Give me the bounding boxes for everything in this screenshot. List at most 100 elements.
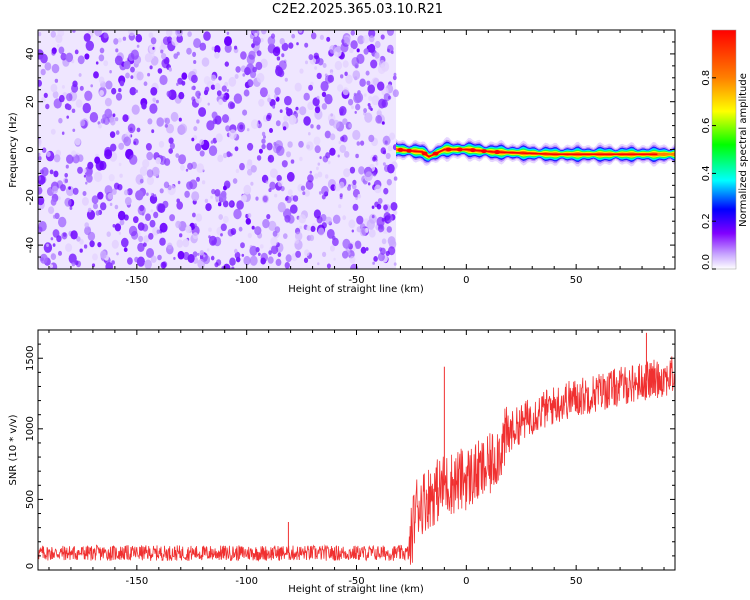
noise-blob (348, 123, 353, 129)
noise-blob (387, 145, 393, 152)
noise-blob (161, 53, 167, 60)
noise-blob (66, 185, 75, 197)
noise-blob (383, 204, 388, 211)
noise-blob (143, 235, 150, 243)
noise-blob (163, 181, 170, 189)
noise-blob (233, 208, 242, 220)
noise-blob (196, 119, 200, 124)
noise-blob (382, 135, 391, 146)
noise-blob (126, 257, 133, 265)
noise-blob (189, 179, 198, 190)
noise-blob (298, 140, 304, 148)
noise-blob (340, 74, 344, 79)
noise-blob (129, 87, 137, 96)
signal-peak (406, 148, 413, 153)
noise-blob (321, 194, 326, 200)
noise-blob (234, 45, 238, 50)
noise-blob (72, 30, 76, 33)
noise-blob (281, 53, 285, 58)
noise-blob (236, 200, 244, 210)
noise-blob (262, 218, 270, 229)
noise-blob (279, 109, 283, 113)
noise-blob (310, 124, 314, 129)
noise-blob (367, 182, 371, 186)
noise-blob (116, 252, 119, 256)
colorbar-gradient (712, 30, 736, 269)
noise-blob (93, 71, 99, 79)
noise-blob (191, 96, 196, 102)
noise-blob (348, 219, 356, 229)
noise-blob (97, 242, 102, 248)
noise-blob (269, 181, 276, 190)
noise-blob (317, 262, 320, 266)
noise-blob (381, 99, 388, 108)
noise-blob (242, 73, 246, 77)
noise-blob (123, 189, 129, 196)
noise-blob (322, 251, 327, 257)
noise-blob (376, 216, 385, 227)
noise-blob (306, 141, 314, 151)
noise-blob (298, 30, 303, 33)
noise-blob (129, 154, 138, 165)
noise-blob (164, 124, 168, 128)
noise-blob (326, 263, 331, 269)
colorbar-tick-label: 0.4 (701, 165, 712, 181)
noise-blob (127, 30, 136, 37)
noise-blob (74, 49, 79, 55)
noise-blob (118, 231, 122, 235)
noise-blob (327, 160, 331, 165)
noise-blob (93, 171, 103, 183)
noise-blob (316, 95, 320, 100)
noise-blob (84, 222, 89, 229)
noise-blob (66, 104, 72, 111)
noise-blob (247, 169, 253, 176)
noise-blob (239, 162, 245, 171)
noise-blob (357, 35, 365, 45)
noise-blob (52, 243, 56, 247)
noise-blob (351, 105, 354, 110)
noise-blob (136, 256, 145, 267)
noise-blob (187, 254, 195, 263)
noise-blob (50, 264, 53, 268)
noise-blob (235, 66, 241, 73)
noise-blob (178, 91, 185, 100)
noise-blob (313, 52, 319, 60)
noise-blob (388, 95, 392, 100)
noise-blob (357, 194, 362, 199)
noise-blob (363, 48, 369, 55)
snr-xlabel: Height of straight line (km) (288, 584, 424, 595)
noise-blob (56, 235, 62, 243)
noise-blob (255, 61, 263, 71)
noise-blob (387, 48, 390, 53)
noise-blob (134, 256, 139, 263)
noise-blob (355, 103, 361, 111)
noise-blob (317, 162, 321, 166)
noise-blob (141, 212, 145, 216)
noise-blob (378, 108, 381, 112)
noise-blob (274, 193, 278, 198)
noise-blob (131, 104, 140, 115)
noise-blob (99, 90, 104, 96)
noise-blob (375, 115, 383, 124)
noise-blob (275, 258, 282, 266)
noise-blob (308, 132, 311, 136)
noise-blob (112, 224, 116, 228)
noise-blob (377, 81, 385, 91)
signal-peak (445, 147, 452, 152)
noise-blob (349, 166, 356, 174)
noise-blob (276, 56, 281, 61)
noise-blob (91, 195, 99, 204)
noise-blob (373, 154, 378, 161)
noise-blob (329, 45, 337, 54)
noise-blob (83, 168, 87, 174)
noise-blob (156, 203, 164, 213)
noise-blob (363, 108, 367, 113)
noise-blob (260, 244, 264, 249)
noise-blob (224, 43, 232, 53)
noise-blob (176, 198, 180, 203)
noise-blob (58, 94, 65, 103)
noise-blob (372, 171, 377, 177)
colorbar-ticks: 0.0 0.2 0.4 0.6 0.8 (701, 70, 716, 270)
noise-blob (123, 247, 128, 252)
noise-blob (348, 98, 354, 106)
